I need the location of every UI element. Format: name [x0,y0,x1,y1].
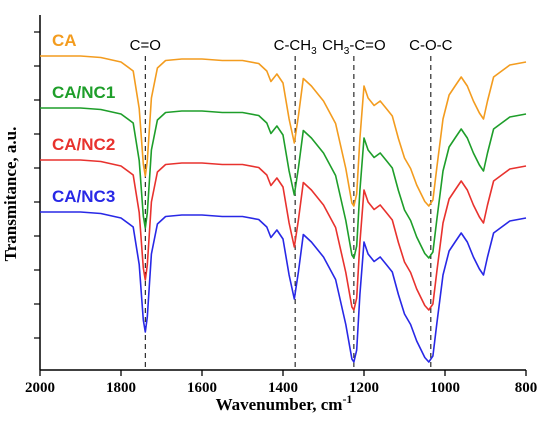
x-axis-title: Wavenumber, cm-1 [216,392,353,414]
x-tick-label: 1600 [187,380,217,396]
series-line [40,55,527,207]
annotation-label: C=O [130,37,161,54]
annotation-text: C-O-C [409,37,452,54]
x-tick-label: 1200 [349,380,379,396]
x-tick-label: 2000 [25,380,55,396]
series-label: CA/NC1 [52,83,115,102]
annotations: C=O C-CH3 CH3-C=O C-O-C [130,37,453,370]
x-tick-label: 1800 [106,380,136,396]
series-labels: CA CA/NC1 CA/NC2 CA/NC3 [52,31,115,206]
x-tick-label: 1000 [430,380,460,396]
y-ticks [34,31,40,339]
annotation-text: C-CH [274,37,312,54]
x-tick-label: 800 [515,380,538,396]
x-axis-title-superscript: -1 [342,392,352,406]
annotation-text-rest: -C=O [349,37,385,54]
series-label: CA/NC3 [52,187,115,206]
annotation-text: C=O [130,37,161,54]
annotation-subscript: 3 [344,46,350,57]
x-tick-label: 1400 [268,380,298,396]
series-label: CA [52,31,77,50]
x-axis-title-main: Wavenumber, cm [216,395,343,414]
series-line [40,107,527,259]
series-lines [40,55,527,363]
series-line [40,159,527,311]
annotation-label: C-CH3 [274,37,318,57]
y-axis-title: Transmitance, a.u. [1,127,20,262]
annotation-label: CH3-C=O [322,37,386,57]
annotation-subscript: 3 [311,46,317,57]
x-ticks: 2000 1800 1600 1400 1200 1000 800 [25,370,537,396]
series-label: CA/NC2 [52,135,115,154]
series-line [40,211,527,363]
annotation-label: C-O-C [409,37,452,54]
annotation-text: CH [322,37,344,54]
